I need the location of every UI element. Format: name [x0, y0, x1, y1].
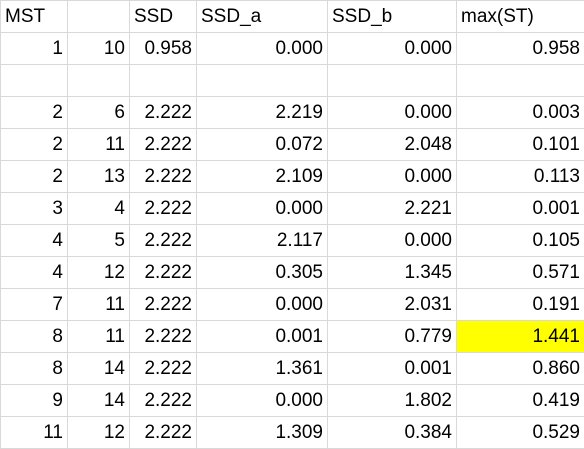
cell-mst[interactable]: 3	[1, 193, 68, 225]
cell-node[interactable]: 12	[68, 257, 130, 289]
cell-ssd-a[interactable]: 0.001	[197, 321, 328, 353]
cell-max-st[interactable]: 0.105	[457, 225, 584, 257]
cell-mst[interactable]: 9	[1, 385, 68, 417]
cell-ssd-b[interactable]: 0.000	[328, 225, 457, 257]
cell-ssd-a[interactable]: 2.109	[197, 161, 328, 193]
cell-ssd-b[interactable]: 0.000	[328, 161, 457, 193]
cell-ssd-a[interactable]: 1.361	[197, 353, 328, 385]
cell-mst[interactable]: 2	[1, 129, 68, 161]
cell-max-st[interactable]: 0.191	[457, 289, 584, 321]
header-cell-ssd-b[interactable]: SSD_b	[328, 1, 457, 33]
cell-ssd-a[interactable]: 2.219	[197, 97, 328, 129]
cell-mst[interactable]: 4	[1, 225, 68, 257]
cell-ssd-b[interactable]: 2.048	[328, 129, 457, 161]
cell-ssd-b[interactable]: 2.221	[328, 193, 457, 225]
cell-ssd-b[interactable]: 0.001	[328, 353, 457, 385]
cell-max-st-highlighted[interactable]: 1.441	[457, 321, 584, 353]
header-cell-ssd[interactable]: SSD	[130, 1, 197, 33]
cell-mst[interactable]: 7	[1, 289, 68, 321]
cell-ssd[interactable]: 2.222	[130, 385, 197, 417]
cell-ssd-a[interactable]: 0.000	[197, 193, 328, 225]
cell-ssd-b[interactable]: 1.802	[328, 385, 457, 417]
cell-mst[interactable]: 2	[1, 161, 68, 193]
cell-max-st[interactable]: 0.113	[457, 161, 584, 193]
cell-ssd-b[interactable]: 0.000	[328, 97, 457, 129]
cell-mst[interactable]: 1	[1, 33, 68, 65]
cell-mst[interactable]: 4	[1, 257, 68, 289]
cell-node[interactable]: 14	[68, 353, 130, 385]
cell-node[interactable]: 10	[68, 33, 130, 65]
cell-ssd-a[interactable]: 0.072	[197, 129, 328, 161]
cell-max-st[interactable]: 0.419	[457, 385, 584, 417]
cell-ssd[interactable]: 0.958	[130, 33, 197, 65]
cell-mst[interactable]	[1, 65, 68, 97]
cell-ssd-a[interactable]: 0.000	[197, 385, 328, 417]
header-cell-ssd-a[interactable]: SSD_a	[197, 1, 328, 33]
cell-ssd-a[interactable]: 0.000	[197, 33, 328, 65]
cell-node[interactable]: 6	[68, 97, 130, 129]
cell-node[interactable]: 11	[68, 321, 130, 353]
cell-max-st[interactable]: 0.001	[457, 193, 584, 225]
cell-node[interactable]: 11	[68, 129, 130, 161]
header-row: MST SSD SSD_a SSD_b max(ST)	[1, 1, 584, 33]
cell-ssd[interactable]	[130, 65, 197, 97]
cell-ssd-a[interactable]: 0.305	[197, 257, 328, 289]
cell-ssd-b[interactable]: 0.000	[328, 33, 457, 65]
cell-ssd[interactable]: 2.222	[130, 289, 197, 321]
cell-ssd[interactable]: 2.222	[130, 257, 197, 289]
cell-ssd[interactable]: 2.222	[130, 129, 197, 161]
header-cell-blank[interactable]	[68, 1, 130, 33]
cell-max-st[interactable]: 0.860	[457, 353, 584, 385]
cell-max-st[interactable]: 0.958	[457, 33, 584, 65]
cell-node[interactable]	[68, 65, 130, 97]
cell-ssd-b[interactable]: 1.345	[328, 257, 457, 289]
cell-mst[interactable]: 8	[1, 321, 68, 353]
header-cell-mst[interactable]: MST	[1, 1, 68, 33]
cell-max-st[interactable]: 0.003	[457, 97, 584, 129]
cell-ssd-a[interactable]	[197, 65, 328, 97]
cell-ssd-b[interactable]: 0.779	[328, 321, 457, 353]
table-row	[1, 65, 584, 97]
cell-ssd[interactable]: 2.222	[130, 225, 197, 257]
cell-ssd-a[interactable]: 0.000	[197, 289, 328, 321]
header-cell-max-st[interactable]: max(ST)	[457, 1, 584, 33]
cell-ssd-a[interactable]: 2.117	[197, 225, 328, 257]
cell-ssd-b[interactable]: 2.031	[328, 289, 457, 321]
cell-node[interactable]: 13	[68, 161, 130, 193]
cell-mst[interactable]: 2	[1, 97, 68, 129]
cell-ssd[interactable]: 2.222	[130, 353, 197, 385]
cell-ssd-b[interactable]	[328, 65, 457, 97]
cell-max-st[interactable]: 0.101	[457, 129, 584, 161]
cell-ssd[interactable]: 2.222	[130, 193, 197, 225]
cell-node[interactable]: 11	[68, 289, 130, 321]
cell-node[interactable]: 4	[68, 193, 130, 225]
cell-mst[interactable]: 8	[1, 353, 68, 385]
cell-ssd[interactable]: 2.222	[130, 161, 197, 193]
cell-node[interactable]: 14	[68, 385, 130, 417]
cell-ssd[interactable]: 2.222	[130, 97, 197, 129]
cell-max-st[interactable]	[457, 65, 584, 97]
cell-max-st[interactable]: 0.571	[457, 257, 584, 289]
cell-node[interactable]: 5	[68, 225, 130, 257]
cell-ssd[interactable]: 2.222	[130, 321, 197, 353]
